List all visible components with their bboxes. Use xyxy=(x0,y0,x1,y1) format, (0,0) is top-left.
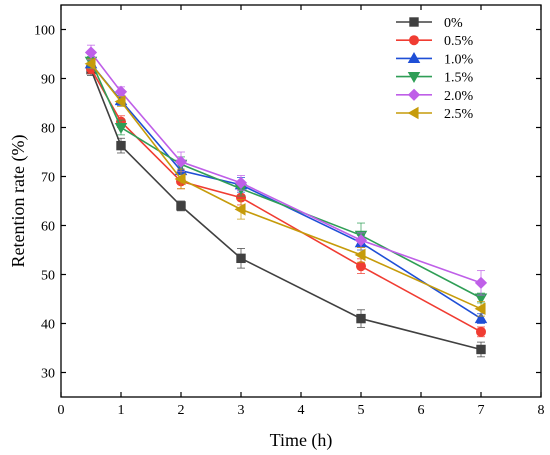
series-line xyxy=(90,61,482,299)
x-tick-label: 6 xyxy=(418,403,425,418)
data-point xyxy=(114,122,128,134)
series-line xyxy=(90,69,482,351)
data-point xyxy=(234,176,248,189)
series-layer xyxy=(84,44,488,358)
data-point xyxy=(236,253,246,264)
y-tick-label: 60 xyxy=(41,220,55,235)
legend-marker xyxy=(407,51,421,63)
data-point xyxy=(354,248,366,262)
legend-marker xyxy=(407,88,421,101)
data-point xyxy=(114,95,126,108)
x-tick-label: 1 xyxy=(118,403,125,418)
data-point xyxy=(476,344,486,355)
x-tick-label: 2 xyxy=(178,403,185,418)
data-point xyxy=(174,172,186,186)
data-point xyxy=(476,326,486,337)
data-point xyxy=(356,313,366,324)
y-tick-label: 50 xyxy=(41,269,55,284)
series-0 xyxy=(86,63,486,358)
data-point xyxy=(84,57,96,71)
series-3 xyxy=(84,56,488,305)
legend-label: 0% xyxy=(444,16,463,31)
x-tick-label: 0 xyxy=(58,403,65,418)
legend: 0% 0.5% 1.0% 1.5% 2.0% 2.5% xyxy=(396,16,474,122)
x-tick-label: 4 xyxy=(298,403,305,418)
data-point xyxy=(176,201,186,211)
data-point xyxy=(474,302,486,316)
y-tick-label: 30 xyxy=(41,367,55,382)
legend-label: 0.5% xyxy=(444,34,474,49)
data-point xyxy=(84,46,98,59)
axes-layer: 0 1 2 3 4 5 6 7 8 30 40 50 60 70 80 90 100 xyxy=(34,4,545,418)
y-tick-label: 90 xyxy=(41,73,55,88)
y-axis-title: Retention rate (%) xyxy=(8,135,29,268)
legend-label: 1.5% xyxy=(444,71,474,86)
x-tick-label: 8 xyxy=(538,403,545,418)
legend-marker xyxy=(409,17,419,27)
legend-label: 2.0% xyxy=(444,89,474,104)
x-tick-label: 3 xyxy=(238,403,245,418)
legend-marker xyxy=(407,72,421,84)
series-line xyxy=(90,52,482,284)
data-point xyxy=(474,276,488,289)
data-point xyxy=(474,312,488,324)
series-5 xyxy=(84,57,486,317)
legend-label: 1.0% xyxy=(444,52,474,67)
legend-marker xyxy=(407,106,419,120)
legend-marker xyxy=(409,35,419,46)
y-tick-label: 100 xyxy=(34,24,55,39)
y-tick-label: 70 xyxy=(41,171,55,186)
series-1 xyxy=(86,63,486,338)
series-line xyxy=(90,63,482,310)
x-axis-title: Time (h) xyxy=(270,430,333,451)
x-tick-label: 5 xyxy=(358,403,365,418)
x-tick-label: 7 xyxy=(478,403,485,418)
legend-label: 2.5% xyxy=(444,107,474,122)
data-point xyxy=(354,234,368,247)
data-point xyxy=(356,261,366,272)
data-point xyxy=(116,140,126,151)
data-point xyxy=(174,155,188,168)
data-point xyxy=(234,203,246,216)
y-tick-label: 80 xyxy=(41,122,55,137)
series-line xyxy=(90,68,482,333)
y-tick-label: 40 xyxy=(41,318,55,333)
